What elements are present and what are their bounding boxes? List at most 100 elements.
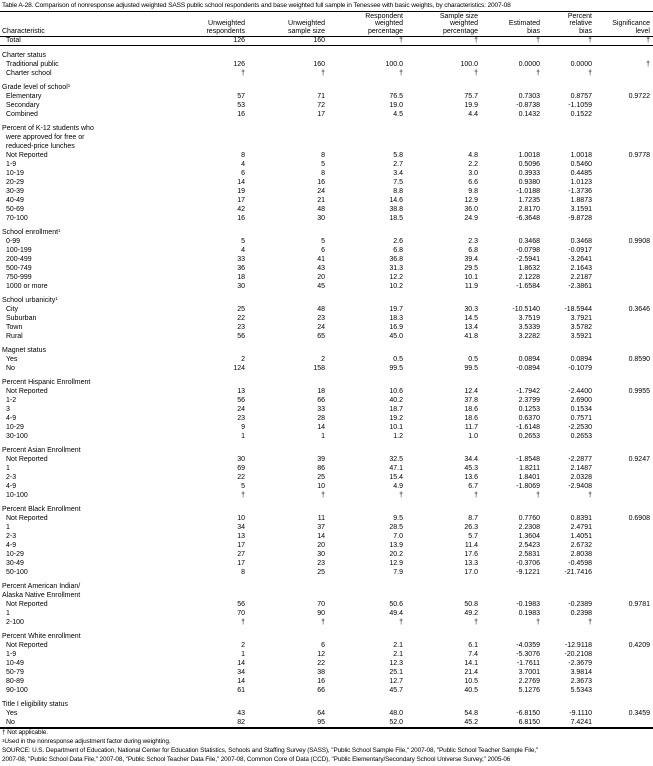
table-row: 1000 or more 30 45 10.2 11.9 -1.6584 -2.3861 [0,282,653,291]
cell-unweighted-sample-size: 6 [321,246,325,254]
cell-percent-relative-bias: 1.8873 [570,196,592,204]
cell-unweighted-respondents: 16 [237,214,245,222]
cell-unweighted-respondents: 22 [237,314,245,322]
cell-estimated-bias: 2.5831 [518,550,540,558]
cell-unweighted-respondents: 17 [237,559,245,567]
cell-unweighted-sample-size: 24 [317,187,325,195]
table-row: Not Reported 10 11 9.5 8.7 0.7760 0.8391 0.6908 [0,514,653,523]
cell-estimated-bias: 0.7303 [518,92,540,100]
cell-respondent-weighted-pct: 1.2 [393,432,403,440]
cell-sample-weighted-pct: 1.0 [468,432,478,440]
table-row: No 124 158 99.5 99.5 -0.0894 -0.1079 [0,364,653,373]
table-title: Table A-28. Comparison of nonresponse ad… [2,2,511,9]
section-header: reduced-price lunches [0,142,653,151]
row-label: 4-9 [6,414,17,422]
row-label: Yes [6,709,18,717]
section-label: Percent of K-12 students who [2,124,94,132]
cell-estimated-bias: † [536,37,540,44]
cell-respondent-weighted-pct: 7.5 [393,178,403,186]
cell-percent-relative-bias: 2.6732 [570,541,592,549]
table-row: 2-3 13 14 7.0 5.7 1.3604 1.4051 [0,532,653,541]
cell-unweighted-respondents: 23 [237,414,245,422]
cell-unweighted-sample-size: 39 [317,455,325,463]
cell-estimated-bias: 2.8170 [518,205,540,213]
cell-unweighted-respondents: 9 [241,423,245,431]
cell-respondent-weighted-pct: 4.5 [393,110,403,118]
cell-percent-relative-bias: -1.3736 [568,187,592,195]
cell-estimated-bias: 0.6370 [518,414,540,422]
cell-estimated-bias: 6.8150 [518,718,540,726]
cell-unweighted-respondents: 5 [241,237,245,245]
cell-respondent-weighted-pct: † [399,491,403,499]
table-row: 500-749 36 43 31.3 29.5 1.8632 2.1643 [0,264,653,273]
cell-unweighted-sample-size: † [321,491,325,499]
cell-significance-level: 0.4209 [628,641,650,649]
cell-percent-relative-bias: 1.0018 [570,151,592,159]
cell-percent-relative-bias: 7.4241 [570,718,592,726]
header-significance-level: Significance level [612,20,650,36]
table-row: 100-199 4 6 6.8 6.8 -0.0798 -0.0917 [0,246,653,255]
cell-sample-weighted-pct: 37.8 [464,396,478,404]
cell-unweighted-respondents: 10 [237,514,245,522]
cell-respondent-weighted-pct: 18.7 [389,405,403,413]
cell-estimated-bias: 0.3468 [518,237,540,245]
cell-estimated-bias: 2.3799 [518,396,540,404]
cell-estimated-bias: 5.1276 [518,686,540,694]
cell-percent-relative-bias: † [588,37,592,44]
cell-estimated-bias: -0.0798 [516,246,540,254]
table-row: 40-49 17 21 14.6 12.9 1.7235 1.8873 [0,196,653,205]
cell-percent-relative-bias: † [588,618,592,626]
table-row: 1-9 1 12 2.1 7.4 -5.3076 -20.2108 [0,650,653,659]
cell-sample-weighted-pct: 30.3 [464,305,478,313]
cell-unweighted-sample-size: 48 [317,205,325,213]
cell-unweighted-respondents: 23 [237,323,245,331]
cell-estimated-bias: 1.0018 [518,151,540,159]
cell-percent-relative-bias: -12.9118 [564,641,592,649]
section-label: Title I eligibility status [2,700,68,708]
table-row: 80-89 14 16 12.7 10.5 2.2769 2.3673 [0,677,653,686]
cell-respondent-weighted-pct: 12.7 [389,677,403,685]
cell-unweighted-respondents: 56 [237,332,245,340]
cell-estimated-bias: -6.3648 [516,214,540,222]
table-row: Charter school † † † † † † [0,69,653,78]
table-row: 1-9 4 5 2.7 2.2 0.5096 0.5460 [0,160,653,169]
cell-unweighted-respondents: 53 [237,101,245,109]
cell-unweighted-respondents: 33 [237,255,245,263]
cell-significance-level: 0.9247 [628,455,650,463]
cell-respondent-weighted-pct: † [399,69,403,77]
cell-percent-relative-bias: 2.0328 [570,473,592,481]
cell-percent-relative-bias: 0.4485 [570,169,592,177]
header-characteristic: Characteristic [2,28,45,36]
cell-unweighted-respondents: 16 [237,110,245,118]
cell-percent-relative-bias: 0.2653 [570,432,592,440]
cell-estimated-bias: † [536,491,540,499]
cell-unweighted-sample-size: 16 [317,178,325,186]
cell-sample-weighted-pct: 14.1 [464,659,478,667]
table-row: 3 24 33 18.7 18.6 0.1253 0.1534 [0,405,653,414]
section-label: Charter status [2,51,46,59]
cell-unweighted-sample-size: 72 [317,101,325,109]
row-label: Not Reported [6,641,48,649]
section-label: Percent American Indian/ [2,582,81,590]
footnote-marker: 1 [58,227,61,233]
cell-significance-level: 0.9722 [628,92,650,100]
row-label: 1 [6,609,10,617]
cell-unweighted-respondents: 22 [237,473,245,481]
cell-unweighted-sample-size: 43 [317,264,325,272]
cell-estimated-bias: -1.7611 [516,659,540,667]
cell-estimated-bias: -0.0894 [516,364,540,372]
row-label: Combined [6,110,38,118]
cell-unweighted-respondents: 1 [241,432,245,440]
top-rule [0,11,653,13]
cell-unweighted-sample-size: † [321,69,325,77]
header-estimated-bias: Estimated bias [508,20,540,36]
cell-estimated-bias: -1.6584 [516,282,540,290]
cell-significance-level: 0.3646 [628,305,650,313]
row-label: 10-100 [6,491,28,499]
source-note-line-1: SOURCE: U.S. Department of Education, Na… [2,747,539,754]
cell-percent-relative-bias: 0.5460 [570,160,592,168]
cell-unweighted-respondents: 34 [237,668,245,676]
cell-sample-weighted-pct: 6.7 [468,482,478,490]
row-label: 2-100 [6,618,24,626]
table-row: 1 70 90 49.4 49.2 0.1983 0.2398 [0,609,653,618]
